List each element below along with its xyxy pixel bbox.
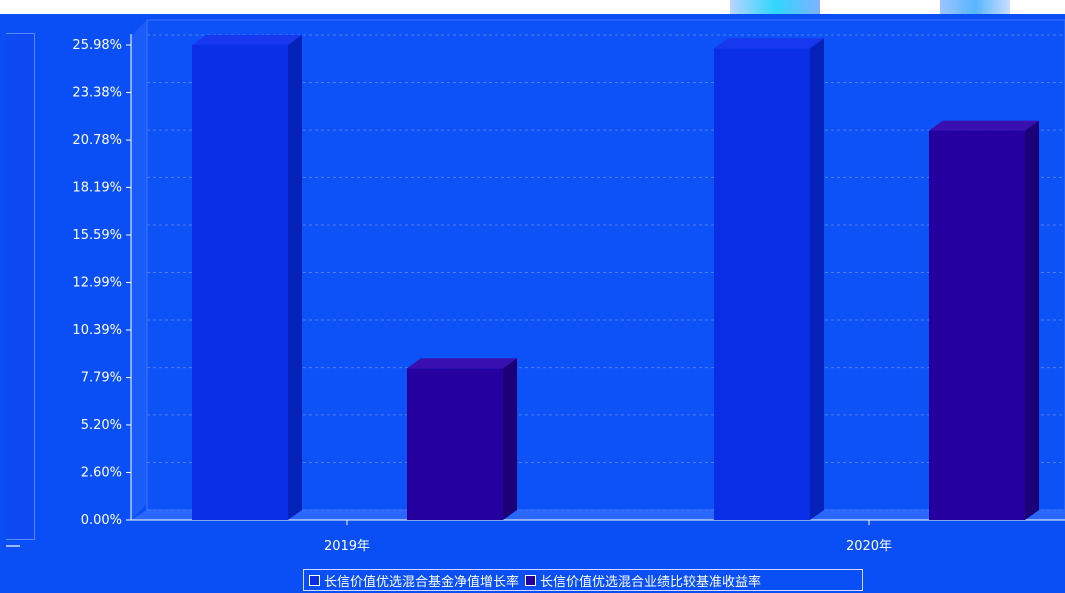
bar-top-1 (714, 38, 824, 49)
y-tick-label: 10.39% (72, 323, 122, 338)
bar-side-2 (1025, 120, 1039, 520)
y-tick-label: 23.38% (72, 86, 122, 101)
bar-2 (407, 368, 503, 520)
x-tick-label: 2019年 (324, 539, 370, 554)
legend-item: 长信价值优选混合业绩比较基准收益率 (525, 571, 761, 590)
side-panel (6, 33, 35, 540)
y-tick-label: 5.20% (81, 418, 122, 433)
plot-floor (131, 510, 1065, 520)
y-tick-label: 0.00% (81, 513, 122, 528)
legend-swatch-series-1 (309, 574, 320, 586)
legend: 长信价值优选混合基金净值增长率 长信价值优选混合业绩比较基准收益率 (303, 569, 863, 591)
bar-top-2 (407, 358, 517, 369)
bar-1 (714, 48, 810, 521)
y-tick-label: 7.79% (81, 371, 122, 386)
top-artifact (940, 0, 1010, 14)
bar-2 (929, 130, 1025, 520)
plot-side-wall (131, 20, 147, 520)
bar-side-2 (503, 358, 517, 520)
legend-label-series-1: 长信价值优选混合基金净值增长率 (324, 574, 520, 590)
bar-top-1 (192, 35, 302, 45)
x-tick-label: 2020年 (846, 539, 892, 554)
y-tick-label: 25.98% (72, 38, 122, 53)
y-tick-label: 18.19% (72, 180, 122, 195)
legend-item: 长信价值优选混合基金净值增长率 (309, 571, 519, 590)
y-tick-label: 12.99% (72, 276, 122, 291)
y-tick-label: 15.59% (72, 228, 122, 243)
bar-top-2 (929, 120, 1039, 131)
legend-swatch-series-2 (525, 574, 537, 586)
bar-1 (192, 45, 288, 520)
y-tick-label: 2.60% (81, 465, 122, 480)
side-panel-foot (6, 545, 20, 547)
legend-label-series-2: 长信价值优选混合业绩比较基准收益率 (540, 574, 762, 590)
bar-side-1 (810, 38, 824, 521)
y-tick-label: 20.78% (72, 133, 122, 148)
top-artifact (730, 0, 820, 14)
bar-side-1 (288, 35, 302, 520)
